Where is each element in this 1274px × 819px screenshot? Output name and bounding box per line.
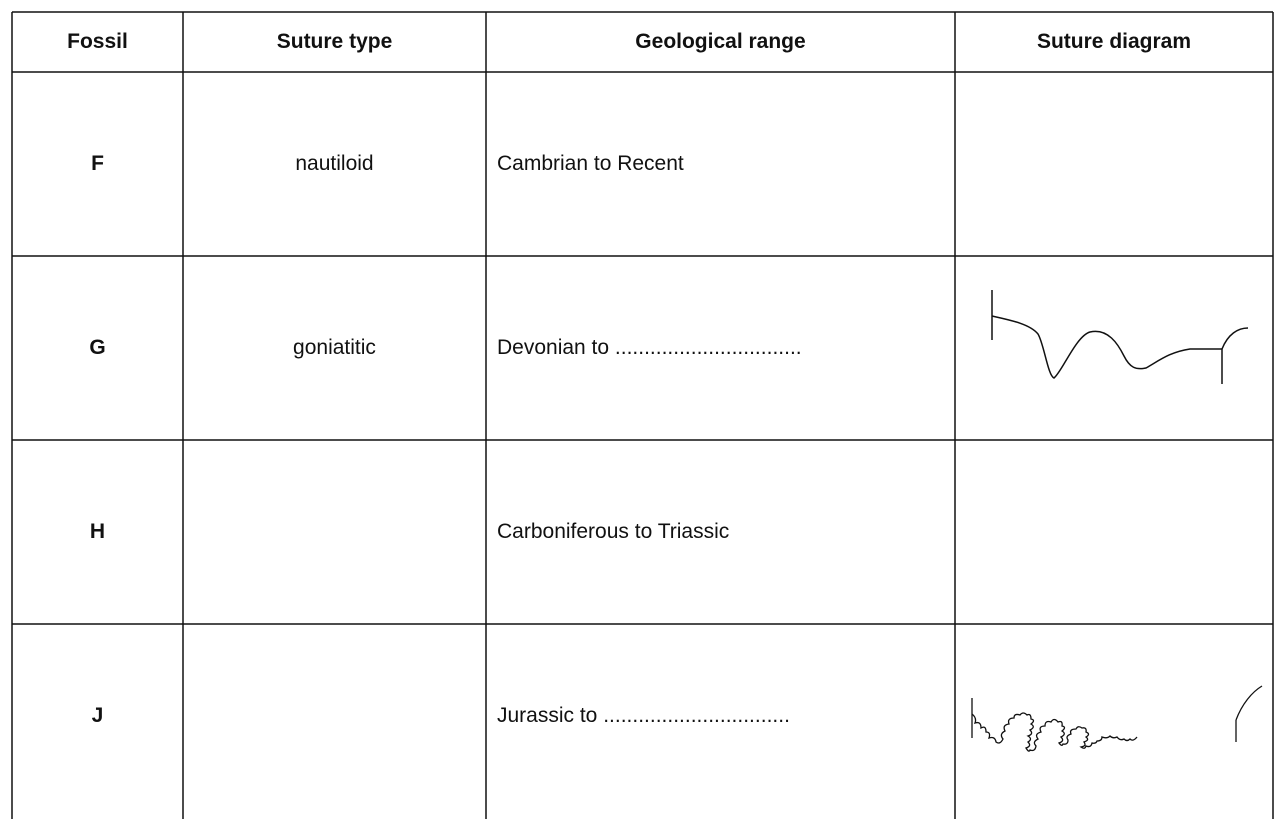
- header-cell: Suture diagram: [1036, 30, 1192, 53]
- suture-type: nautiloid: [295, 152, 374, 175]
- header-cell: Geological range: [635, 30, 806, 53]
- fossil-label: G: [89, 336, 106, 359]
- geological-range: Cambrian to Recent: [497, 152, 684, 175]
- suture-diagram-g: [991, 290, 1249, 384]
- geological-range: Jurassic to ............................…: [497, 704, 790, 727]
- fossil-label: F: [91, 152, 104, 175]
- header-cell: Fossil: [67, 30, 128, 53]
- geological-range: Devonian to ............................…: [497, 336, 802, 359]
- geological-range: Carboniferous to Triassic: [497, 520, 730, 543]
- suture-diagram-j: [971, 685, 1263, 752]
- header-cell: Suture type: [276, 30, 393, 53]
- suture-type: goniatitic: [293, 336, 376, 359]
- fossil-label: H: [89, 520, 106, 543]
- fossil-label: J: [91, 704, 104, 727]
